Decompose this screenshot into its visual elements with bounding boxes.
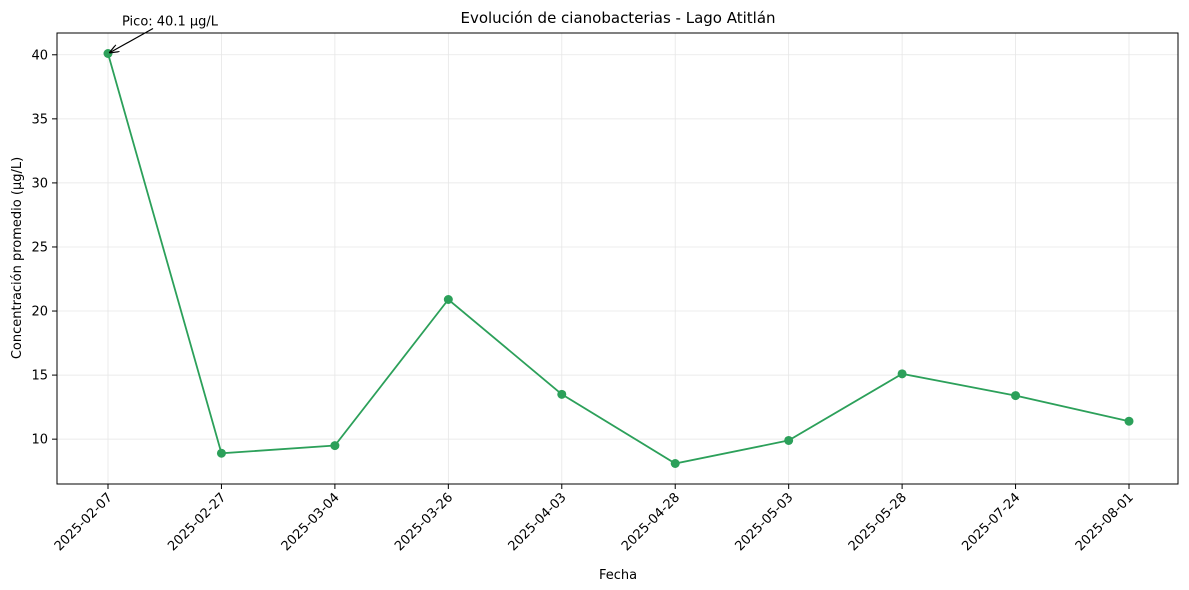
y-tick-label: 40 [31,48,48,63]
x-tick-label: 2025-08-01 [1073,490,1137,554]
data-point [330,441,340,451]
grid-lines [57,33,1178,484]
x-tick-label: 2025-03-26 [392,490,456,554]
data-point [1011,391,1021,401]
peak-annotation: Pico: 40.1 µg/L [110,15,219,53]
data-point [897,369,907,379]
axes [52,32,1179,489]
x-tick-label: 2025-02-07 [52,490,116,554]
x-tick-label: 2025-04-28 [619,490,683,554]
data-point [670,459,680,468]
y-axis-title: Concentración promedio (µg/L) [10,157,25,359]
plot-frame [56,32,1179,485]
x-tick-label: 2025-02-27 [165,490,229,554]
series-line [107,53,1130,465]
y-tick-label: 20 [31,305,48,320]
y-tick-label: 35 [31,112,48,127]
data-point [1124,416,1134,426]
data-point [784,435,794,445]
x-axis-title: Fecha [599,568,637,583]
tick-labels: 10 15 20 25 30 35 40 2025-02-07 2025-02-27 2025-0… [31,48,1136,554]
series [103,49,1134,468]
x-tick-label: 2025-05-03 [732,490,796,554]
x-tick-label: 2025-03-04 [279,490,343,554]
annotation-label: Pico: 40.1 µg/L [122,15,219,30]
y-tick-label: 15 [31,369,48,384]
data-point [443,295,453,304]
data-point [216,448,226,458]
data-point [557,389,567,399]
y-tick-label: 30 [31,176,48,191]
data-point [103,49,113,58]
annotation-arrow [110,27,154,53]
y-tick-label: 25 [31,240,48,255]
y-tick-label: 10 [31,433,48,448]
x-tick-label: 2025-04-03 [506,490,570,554]
x-tick-label: 2025-05-28 [846,490,910,554]
x-tick-label: 2025-07-24 [959,490,1023,554]
chart-title: Evolución de cianobacterias - Lago Atitl… [460,9,775,27]
